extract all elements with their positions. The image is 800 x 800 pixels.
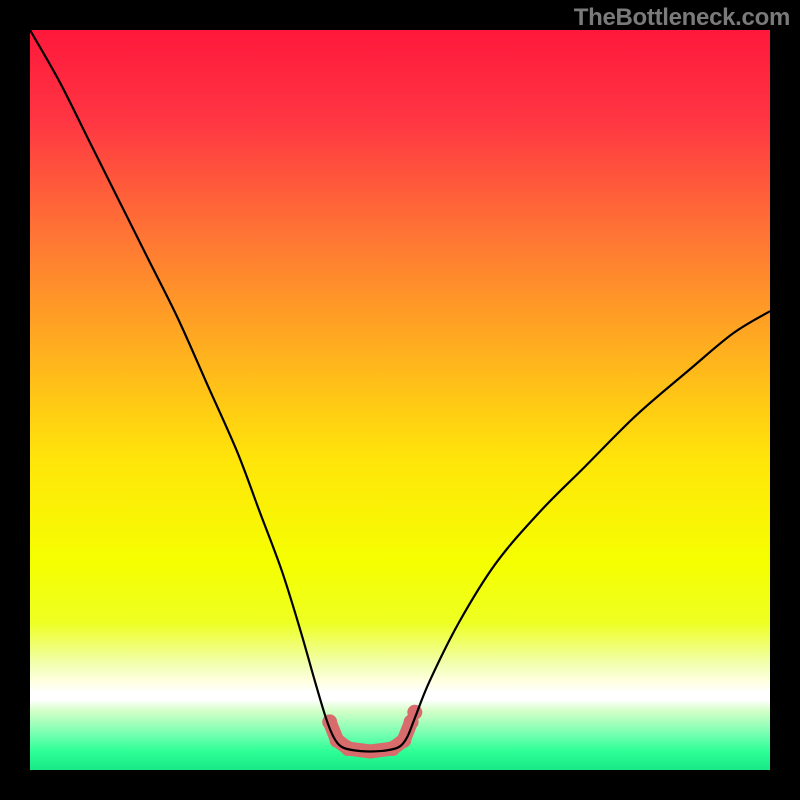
gradient-background bbox=[30, 30, 770, 770]
chart-plot bbox=[30, 30, 770, 770]
chart-svg bbox=[30, 30, 770, 770]
chart-frame: TheBottleneck.com bbox=[0, 0, 800, 800]
watermark-text: TheBottleneck.com bbox=[574, 4, 790, 32]
